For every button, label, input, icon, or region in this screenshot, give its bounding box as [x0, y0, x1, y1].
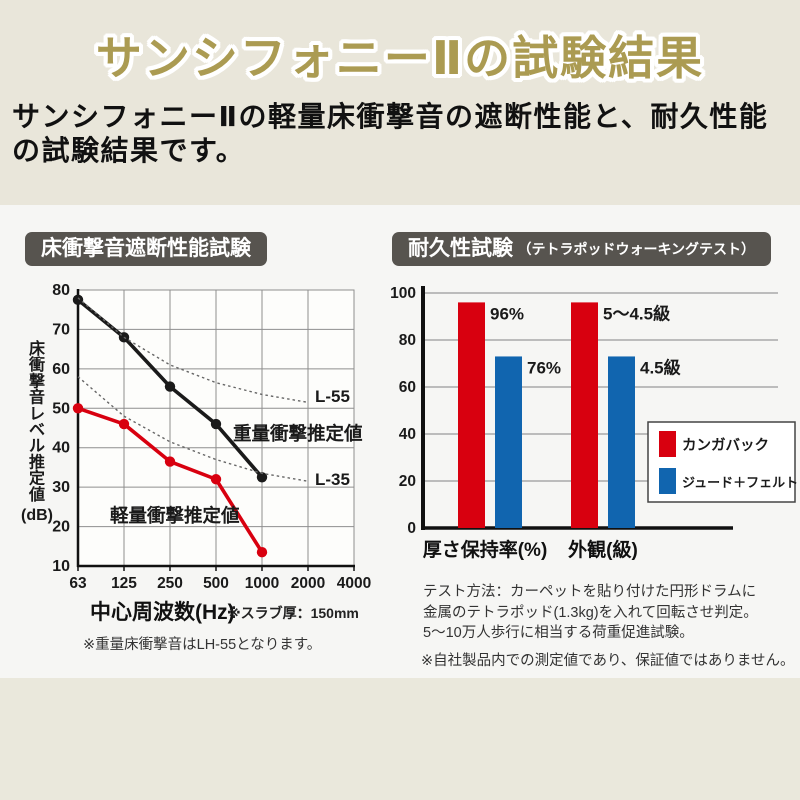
impact-sound-chart-svg: 10 20 30 40 50 60 70 80 63 125 250 500 1000 2000 4000 L… [21, 282, 371, 653]
svg-text:外観(級): 外観(級) [568, 538, 638, 561]
svg-text:1000: 1000 [245, 575, 279, 592]
measurement-disclaimer: ※自社製品内での測定値であり、保証値ではありません。 [421, 653, 795, 669]
svg-text:(dB): (dB) [21, 507, 53, 524]
svg-text:80: 80 [52, 282, 70, 299]
svg-text:ジュード＋フェルト: ジュード＋フェルト [682, 475, 798, 490]
svg-text:250: 250 [157, 575, 183, 592]
svg-text:L-55: L-55 [315, 387, 350, 406]
footer-section: ※自社テストのため、防音性や耐久性は使用環境によっても異なります。 [0, 678, 800, 800]
svg-text:70: 70 [52, 321, 70, 338]
svg-text:10: 10 [52, 558, 70, 575]
svg-text:60: 60 [399, 379, 416, 396]
impact-test-badge: 床衝撃音遮断性能試験 [25, 232, 267, 266]
svg-text:4000: 4000 [337, 575, 371, 592]
svg-text:重量衝撃推定値: 重量衝撃推定値 [233, 423, 363, 444]
svg-text:※スラブ厚：150mm: ※スラブ厚：150mm [227, 605, 359, 621]
svg-text:5〜4.5級: 5〜4.5級 [603, 303, 670, 323]
svg-text:2000: 2000 [291, 575, 325, 592]
svg-text:※重量床衝撃音はLH-55となります。: ※重量床衝撃音はLH-55となります。 [83, 636, 321, 653]
svg-text:床衝撃音レベル推定値: 床衝撃音レベル推定値 [28, 339, 46, 504]
svg-text:4.5級: 4.5級 [640, 357, 681, 377]
svg-text:20: 20 [399, 473, 416, 490]
svg-text:125: 125 [111, 575, 137, 592]
durability-test-badge-label: 耐久性試験 [408, 237, 513, 260]
durability-test-badge: 耐久性試験 （テトラポッドウォーキングテスト） [392, 232, 772, 266]
svg-text:40: 40 [399, 426, 416, 443]
svg-text:96%: 96% [490, 304, 524, 323]
svg-text:40: 40 [52, 440, 70, 457]
svg-text:20: 20 [52, 519, 70, 536]
svg-text:100: 100 [390, 285, 416, 302]
svg-text:500: 500 [203, 575, 229, 592]
impact-test-badge-label: 床衝撃音遮断性能試験 [41, 237, 251, 260]
page-title: サンシフォニーⅡの試験結果 [95, 32, 705, 84]
header-section: サンシフォニーⅡの試験結果 サンシフォニーⅡの軽量床衝撃音の遮断性能と、耐久性能… [0, 0, 800, 205]
svg-text:30: 30 [52, 479, 70, 496]
svg-text:カンガバック: カンガバック [682, 437, 769, 454]
durability-test-badge-sublabel: （テトラポッドウォーキングテスト） [517, 241, 756, 257]
svg-text:0: 0 [407, 520, 416, 537]
svg-text:76%: 76% [527, 358, 561, 377]
svg-text:63: 63 [69, 575, 87, 592]
intro-text: サンシフォニーⅡの軽量床衝撃音の遮断性能と、耐久性能 の試験結果です。 [12, 101, 769, 166]
svg-text:50: 50 [52, 400, 70, 417]
svg-text:80: 80 [399, 332, 416, 349]
svg-text:中心周波数(Hz): 中心周波数(Hz) [90, 600, 235, 624]
svg-text:厚さ保持率(%): 厚さ保持率(%) [423, 538, 548, 561]
svg-text:L-35: L-35 [315, 470, 350, 489]
test-method-notes: テスト方法：カーペットを貼り付けた円形ドラムに 金属のテトラポッド(1.3kg)を… [423, 584, 758, 641]
svg-text:軽量衝撃推定値: 軽量衝撃推定値 [110, 505, 240, 526]
svg-text:60: 60 [52, 361, 70, 378]
